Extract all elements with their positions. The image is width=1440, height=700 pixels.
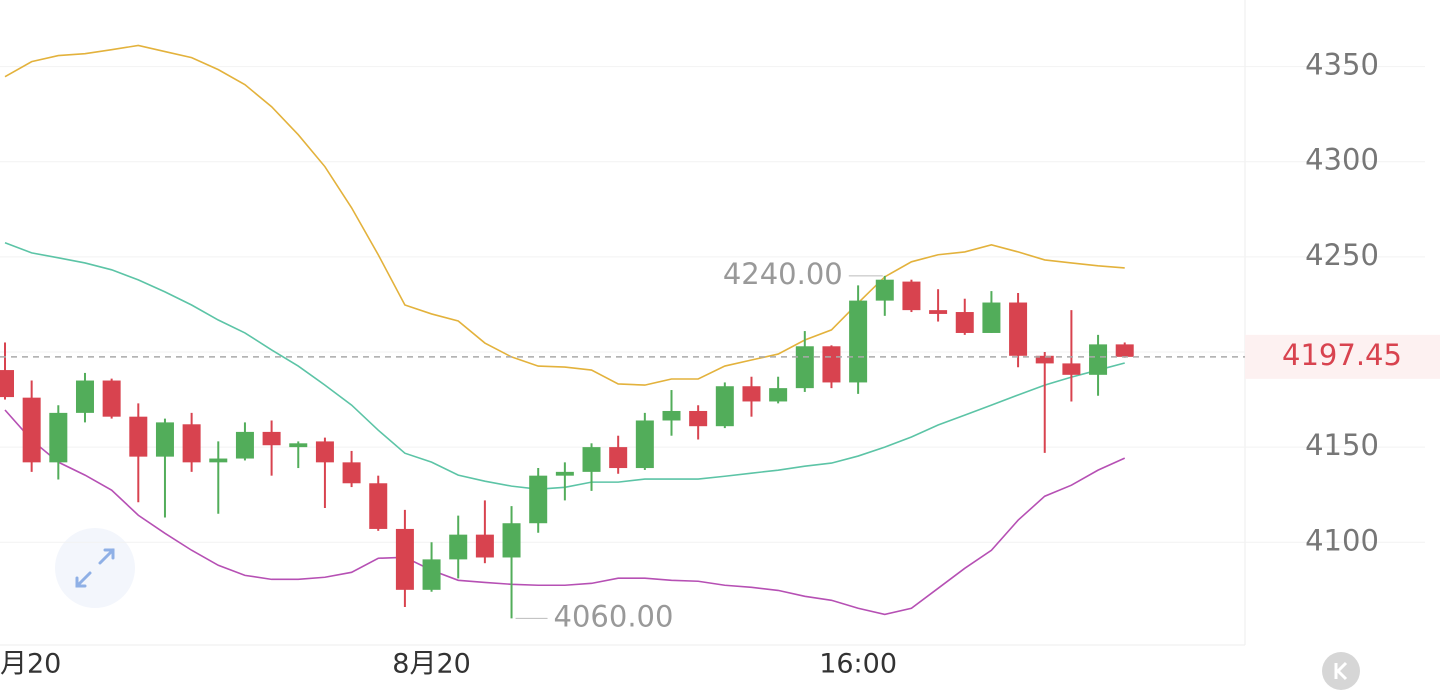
candle-body bbox=[822, 346, 841, 383]
candle-body bbox=[1115, 344, 1134, 357]
candle-body bbox=[75, 380, 94, 413]
x-tick-label: 16:00 bbox=[819, 649, 897, 680]
candle-body bbox=[689, 410, 708, 427]
last-price-bg bbox=[1245, 334, 1440, 379]
candle-body bbox=[849, 300, 868, 383]
candle-body bbox=[1035, 355, 1054, 364]
candle-body bbox=[289, 443, 308, 448]
candle-body bbox=[875, 279, 894, 301]
y-tick-label: 4350 bbox=[1305, 48, 1379, 82]
candle-body bbox=[662, 410, 681, 421]
candle-body bbox=[502, 523, 521, 558]
expand-button[interactable] bbox=[55, 528, 135, 608]
band-line bbox=[4, 44, 1125, 386]
candle-body bbox=[955, 312, 974, 333]
candle-body bbox=[315, 441, 334, 463]
y-tick-label: 4150 bbox=[1305, 428, 1379, 462]
candle-body bbox=[0, 370, 14, 398]
candle-body bbox=[769, 388, 788, 402]
candle-body bbox=[635, 420, 654, 469]
candle-body bbox=[902, 281, 921, 311]
candle-body bbox=[609, 447, 628, 469]
candle-body bbox=[1089, 344, 1108, 375]
candle-body bbox=[182, 424, 201, 463]
y-tick-label: 4250 bbox=[1305, 238, 1379, 272]
candle-body bbox=[49, 412, 68, 463]
candle-body bbox=[1062, 363, 1081, 375]
y-tick-label: 4100 bbox=[1305, 523, 1379, 557]
candle-body bbox=[795, 346, 814, 389]
low-marker-label: 4060.00 bbox=[554, 599, 674, 633]
candle-body bbox=[742, 386, 761, 402]
candle-body bbox=[449, 534, 468, 560]
last-price-label: 4197.45 bbox=[1282, 338, 1402, 372]
candle-body bbox=[235, 431, 254, 459]
band-line bbox=[4, 409, 1126, 616]
high-marker-label: 4240.00 bbox=[723, 257, 843, 291]
x-tick-label: 8月20 bbox=[392, 649, 471, 680]
expand-button-bg[interactable] bbox=[55, 528, 135, 608]
candle-body bbox=[129, 416, 148, 457]
candle-body bbox=[22, 397, 41, 463]
candle-body bbox=[929, 310, 948, 314]
expand-icon[interactable] bbox=[75, 548, 115, 588]
candle-body bbox=[582, 447, 601, 472]
candle-body bbox=[475, 534, 494, 558]
k-button[interactable] bbox=[1322, 652, 1360, 690]
candle-body bbox=[422, 559, 441, 590]
candle-body bbox=[102, 380, 121, 417]
candle-body bbox=[369, 483, 388, 529]
x-tick-label: 月20 bbox=[0, 649, 61, 680]
y-tick-label: 4300 bbox=[1305, 143, 1379, 177]
candle-body bbox=[982, 302, 1001, 333]
candle-body bbox=[529, 475, 548, 524]
candle-body bbox=[555, 471, 574, 476]
candle-body bbox=[395, 528, 414, 590]
candle-body bbox=[209, 458, 228, 463]
candle-body bbox=[262, 431, 281, 446]
candle-body bbox=[715, 386, 734, 427]
candle-body bbox=[155, 422, 174, 457]
candle-body bbox=[1009, 302, 1028, 356]
candle-body bbox=[342, 462, 361, 484]
k-icon[interactable] bbox=[1334, 661, 1348, 681]
k-button-bg[interactable] bbox=[1322, 652, 1360, 690]
